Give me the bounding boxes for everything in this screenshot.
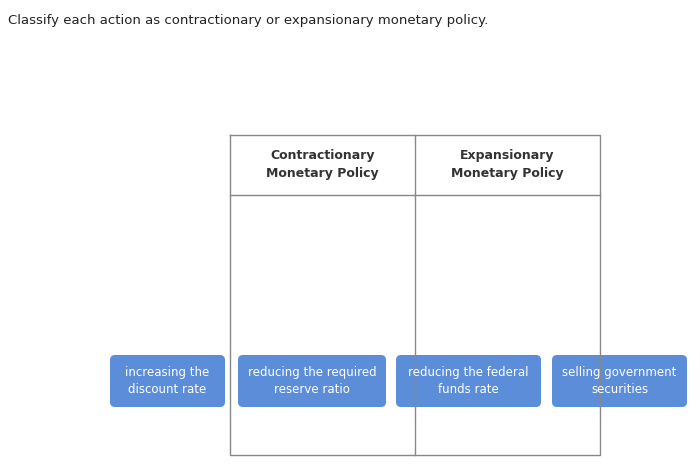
Text: Classify each action as contractionary or expansionary monetary policy.: Classify each action as contractionary o…	[8, 14, 489, 27]
Text: increasing the
discount rate: increasing the discount rate	[125, 366, 209, 396]
FancyBboxPatch shape	[110, 355, 225, 407]
FancyBboxPatch shape	[238, 355, 386, 407]
Text: reducing the required
reserve ratio: reducing the required reserve ratio	[248, 366, 377, 396]
Text: selling government
securities: selling government securities	[562, 366, 677, 396]
Text: Expansionary
Monetary Policy: Expansionary Monetary Policy	[452, 149, 564, 181]
FancyBboxPatch shape	[396, 355, 541, 407]
Text: Contractionary
Monetary Policy: Contractionary Monetary Policy	[266, 149, 379, 181]
FancyBboxPatch shape	[552, 355, 687, 407]
Text: reducing the federal
funds rate: reducing the federal funds rate	[408, 366, 528, 396]
